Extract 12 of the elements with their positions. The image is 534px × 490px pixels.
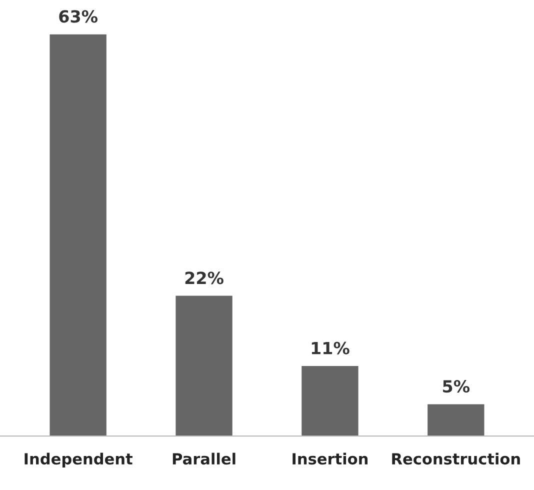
data-label: 22% bbox=[185, 272, 224, 284]
data-label: 63% bbox=[59, 10, 98, 23]
bar bbox=[50, 34, 106, 436]
data-label: 11% bbox=[312, 342, 350, 354]
bar bbox=[302, 366, 358, 436]
bar bbox=[428, 404, 484, 436]
bar bbox=[176, 296, 232, 436]
x-tick-label: Reconstruction bbox=[392, 452, 520, 465]
x-tick-label: Independent bbox=[24, 452, 132, 468]
data-label: 5% bbox=[443, 380, 470, 393]
x-tick-label: Parallel bbox=[172, 452, 236, 465]
x-tick-label: Insertion bbox=[292, 452, 368, 465]
